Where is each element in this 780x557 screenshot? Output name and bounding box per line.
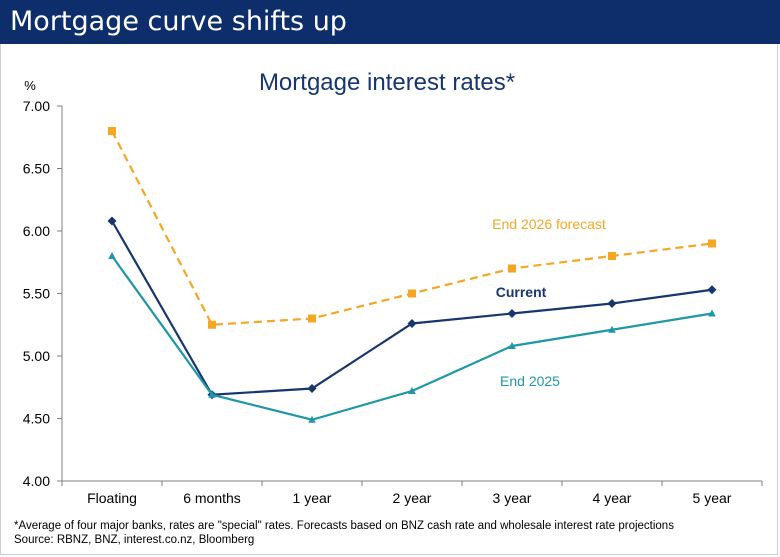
x-tick-label: 3 year: [493, 490, 532, 506]
data-point-end-2025: [508, 342, 516, 349]
data-point-end-2025: [708, 309, 716, 317]
chart-footnote: *Average of four major banks, rates are …: [14, 519, 674, 547]
y-tick-label: 5.50: [23, 286, 50, 302]
data-point-end-2026-forecast: [508, 264, 516, 273]
y-tick-label: 5.00: [23, 348, 50, 364]
chart-series-labels: Current End 2025 End 2026 forecast: [492, 216, 606, 389]
y-tick-label: 6.00: [23, 223, 50, 239]
data-point-current: [507, 309, 517, 318]
y-tick-label: 7.00: [23, 98, 50, 114]
y-tick-label: 6.50: [23, 161, 50, 177]
series-label-end-2025: End 2025: [500, 373, 560, 389]
chart-series: [107, 127, 717, 423]
data-point-end-2026-forecast: [408, 289, 416, 298]
chart-title: Mortgage interest rates*: [259, 69, 515, 96]
chart-axes: 4.00 4.50 5.00 5.50 6.00 6.50 7.00 Floating 6 mo…: [23, 98, 763, 506]
data-point-current: [307, 384, 317, 393]
data-point-current: [607, 299, 617, 308]
series-label-end-2026-forecast: End 2026 forecast: [492, 216, 606, 232]
footnote-text: *Average of four major banks, rates are …: [14, 520, 674, 532]
data-point-end-2026-forecast: [308, 314, 316, 323]
x-tick-label: 4 year: [593, 490, 632, 506]
slide-header: Mortgage curve shifts up: [0, 0, 780, 44]
x-tick-label: 5 year: [693, 490, 732, 506]
y-tick-label: 4.50: [23, 411, 50, 427]
series-label-current: Current: [496, 284, 547, 300]
data-point-current: [407, 319, 417, 328]
data-point-end-2026-forecast: [208, 320, 216, 329]
series-line-current: [111, 220, 713, 396]
data-point-end-2025: [308, 415, 316, 423]
slide-title: Mortgage curve shifts up: [10, 6, 347, 37]
data-point-end-2025: [608, 325, 616, 333]
series-current: [107, 216, 717, 400]
data-point-end-2025: [208, 390, 216, 398]
data-point-current: [707, 285, 717, 295]
data-point-current: [107, 216, 117, 226]
slide-frame: [0, 44, 778, 555]
data-point-end-2026-forecast: [608, 252, 616, 260]
series-line-end-2025: [111, 255, 713, 421]
source-text: Source: RBNZ, BNZ, interest.co.nz, Bloom…: [14, 534, 255, 546]
x-tick-label: 1 year: [293, 490, 332, 506]
series-end-2025: [108, 252, 716, 423]
data-point-end-2026-forecast: [108, 127, 116, 135]
data-point-end-2025: [108, 252, 116, 259]
y-axis-unit-label: %: [24, 78, 36, 93]
y-tick-label: 4.00: [23, 473, 50, 489]
data-point-end-2026-forecast: [708, 239, 716, 248]
x-tick-label: 6 months: [183, 490, 241, 506]
data-point-end-2025: [408, 387, 416, 394]
x-tick-label: Floating: [87, 490, 137, 506]
x-tick-label: 2 year: [393, 490, 432, 506]
series-end-2026-forecast: [108, 127, 716, 329]
